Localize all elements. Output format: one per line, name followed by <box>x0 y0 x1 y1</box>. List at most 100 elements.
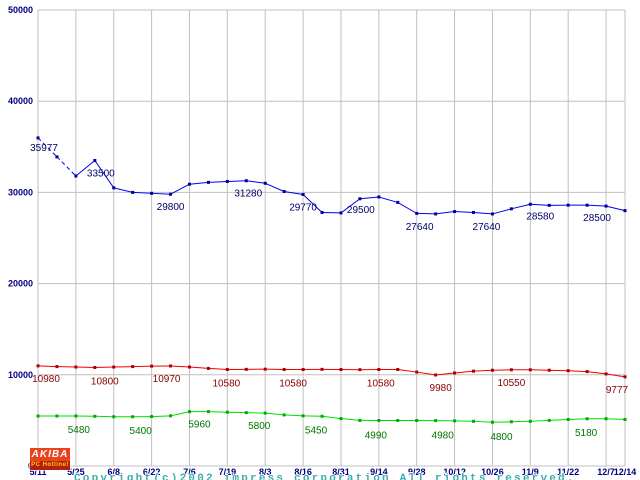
series-low-price-marker <box>131 415 135 419</box>
series-mid-price-line <box>416 371 436 376</box>
y-tick-label: 20000 <box>8 279 33 289</box>
series-high-price-line <box>454 211 474 213</box>
watermark-text-block: Copyright(c)2002 impress corporation All… <box>74 449 576 480</box>
series-low-price-marker <box>150 415 154 419</box>
y-tick-label: 40000 <box>8 96 33 106</box>
series-mid-price-marker <box>547 368 551 372</box>
series-mid-price-annotation: 10980 <box>32 374 60 385</box>
series-high-price-marker <box>282 189 286 193</box>
series-mid-price-line <box>605 373 626 378</box>
series-low-price-marker <box>434 419 438 423</box>
series-low-price-marker <box>93 414 97 418</box>
series-mid-price-marker <box>623 375 627 379</box>
series-high-price-annotation: 28500 <box>583 213 611 224</box>
series-mid-price-marker <box>112 365 116 369</box>
series-low-price-marker <box>169 414 173 418</box>
series-high-price-line <box>473 211 493 215</box>
series-low-price-marker <box>453 419 457 423</box>
series-high-price-line <box>94 160 115 189</box>
series-low-price-marker <box>566 417 570 421</box>
x-tick-label: 11/22 <box>557 467 579 477</box>
series-high-price-annotation: 27640 <box>473 222 501 233</box>
series-low-price-annotation: 5800 <box>248 421 271 432</box>
series-mid-price-marker <box>585 370 589 374</box>
series-low-price-annotation: 5450 <box>305 425 328 436</box>
series-low-price-line <box>170 411 190 417</box>
series-low-price-marker <box>36 414 40 418</box>
series-low-price-line <box>284 414 304 417</box>
series-mid-price-annotation: 10580 <box>279 379 307 390</box>
series-high-price-line <box>189 181 209 185</box>
x-tick-label: 8/16 <box>294 467 312 477</box>
series-high-price-line <box>587 204 607 207</box>
series-low-price-line <box>473 420 493 423</box>
series-mid-price-marker <box>509 368 513 372</box>
series-high-price-line <box>359 196 379 200</box>
series-mid-price-marker <box>93 366 97 370</box>
series-high-price-marker <box>150 191 154 195</box>
series-low-price-marker <box>358 418 362 422</box>
series-mid-price-marker <box>358 368 362 372</box>
series-high-price-annotation: 31280 <box>234 189 262 200</box>
series-low-price-line <box>265 412 285 416</box>
series-mid-price-line <box>170 365 190 368</box>
series-high-price-marker <box>415 211 419 215</box>
x-tick-label: 8/31 <box>332 467 350 477</box>
series-high-price-marker <box>131 190 135 194</box>
x-tick-label: 10/26 <box>481 467 504 477</box>
series-mid-price-annotation: 10580 <box>367 379 395 390</box>
series-mid-price-line <box>473 369 493 372</box>
series-high-price-line <box>151 192 171 195</box>
x-tick-label: 9/14 <box>370 467 388 477</box>
series-low-price-marker <box>472 419 476 423</box>
series-mid-price-marker <box>377 368 381 372</box>
series-low-price-marker <box>263 411 267 415</box>
series-mid-price-marker <box>490 368 494 372</box>
series-low-price-marker <box>320 414 324 418</box>
x-tick-label: 6/8 <box>107 467 120 477</box>
series-low-price-marker <box>187 410 191 414</box>
series-mid-price-marker <box>320 367 324 371</box>
series-mid-price-marker <box>36 364 40 368</box>
series-low-price-marker <box>112 415 116 419</box>
series-high-price-marker <box>301 192 305 196</box>
series-high-price-line <box>208 180 228 183</box>
series-low-price-line <box>208 411 228 413</box>
series-low-price-annotation: 5400 <box>130 426 153 437</box>
series-low-price-marker <box>55 414 59 418</box>
series-mid-price-marker <box>150 364 154 368</box>
series-high-price-marker <box>320 210 324 214</box>
series-high-price-line <box>132 191 152 194</box>
series-mid-price-line <box>189 366 209 369</box>
series-high-price-marker <box>509 207 513 211</box>
y-tick-label: 10000 <box>8 370 33 380</box>
series-high-price-annotation: 35977 <box>30 143 58 154</box>
series-mid-price-marker <box>131 365 135 369</box>
series-mid-price-line <box>454 370 474 374</box>
x-tick-label: 12/7 <box>597 467 615 477</box>
series-low-price-marker <box>547 418 551 422</box>
series-high-price-line <box>75 160 96 177</box>
series-mid-price-annotation: 9980 <box>430 383 453 394</box>
series-high-price-line <box>511 203 531 210</box>
series-mid-price-line <box>568 370 588 373</box>
series-mid-price-marker <box>225 368 229 372</box>
series-high-price-line <box>37 137 58 158</box>
series-mid-price-marker <box>453 371 457 375</box>
series-low-price-marker <box>339 417 343 421</box>
x-tick-label: 5/25 <box>67 467 85 477</box>
akiba-pc-hotline-logo: AKIBA PC Hotline! <box>30 448 70 470</box>
series-high-price-annotation: 28580 <box>526 211 554 222</box>
series-high-price-marker <box>604 204 608 208</box>
series-low-price-marker <box>301 414 305 418</box>
series-high-price-marker <box>74 174 78 178</box>
series-high-price-marker <box>453 210 457 214</box>
x-tick-label: 12/14 <box>614 467 637 477</box>
copyright-text: Copyright(c)2002 impress corporation All… <box>74 473 576 480</box>
series-mid-price-annotation: 10970 <box>153 374 181 385</box>
series-high-price-marker <box>187 182 191 186</box>
series-mid-price-marker <box>528 368 532 372</box>
series-high-price-line <box>170 183 190 195</box>
series-mid-price-marker <box>396 368 400 372</box>
x-tick-label: 9/28 <box>408 467 426 477</box>
